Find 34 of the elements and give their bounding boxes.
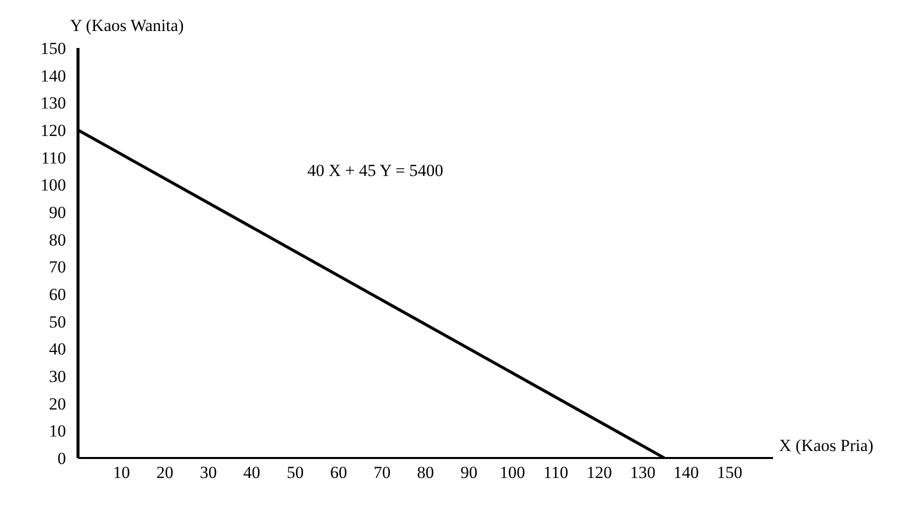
- y-tick-label: 110: [41, 148, 66, 168]
- annotation: 40 X + 45 Y = 5400: [307, 161, 444, 181]
- x-tick-label: 90: [460, 463, 478, 482]
- x-tick-label: 100: [500, 463, 526, 482]
- x-tick-label: 110: [543, 463, 568, 482]
- y-tick-label: 130: [40, 94, 66, 113]
- x-tick-label: 120: [586, 463, 612, 482]
- x-tick-label: 40: [243, 463, 260, 482]
- x-axis-title: X (Kaos Pria): [779, 436, 874, 456]
- y-tick-label: 150: [40, 39, 66, 58]
- y-tick-label: 100: [40, 176, 66, 195]
- y-tick-label: 50: [49, 312, 66, 332]
- y-tick-label: 90: [49, 203, 66, 222]
- y-tick-label: 80: [49, 230, 66, 250]
- x-tick-label: 10: [112, 463, 130, 482]
- y-tick-label: 120: [40, 121, 66, 140]
- x-tick-label: 130: [630, 463, 656, 482]
- x-tick-label: 30: [200, 463, 217, 482]
- y-tick-label: 20: [49, 394, 66, 414]
- y-tick-label: 0: [58, 449, 66, 468]
- x-tick-label: 50: [286, 463, 304, 482]
- y-tick-label: 40: [49, 340, 66, 359]
- y-tick-label: 60: [49, 285, 66, 304]
- y-tick-label: 30: [49, 367, 66, 386]
- x-tick-label: 80: [417, 463, 434, 482]
- y-tick-label: 140: [40, 66, 66, 86]
- y-tick-label: 10: [49, 422, 66, 441]
- y-tick-label: 70: [49, 258, 66, 277]
- x-tick-label: 150: [716, 463, 742, 482]
- x-tick-label: 60: [330, 463, 348, 482]
- x-tick-label: 70: [374, 463, 391, 482]
- x-tick-label: 140: [673, 463, 699, 482]
- x-tick-label: 20: [156, 463, 174, 482]
- y-axis-title: Y (Kaos Wanita): [70, 16, 184, 36]
